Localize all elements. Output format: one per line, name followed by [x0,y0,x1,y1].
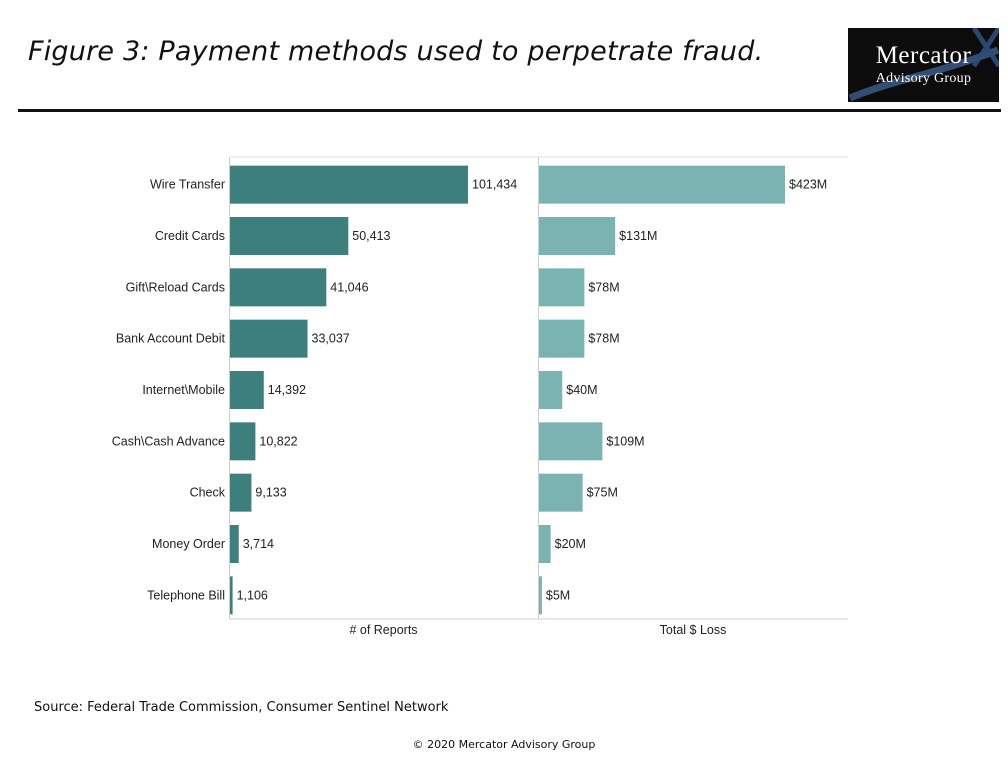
bar-total-loss-cash-cash-advance [539,422,603,461]
category-label-wire-transfer: Wire Transfer [150,178,225,192]
logo-swoosh-icon [848,28,999,102]
category-label-money-order: Money Order [152,537,225,551]
bar-of-reports-internet-mobile [230,371,264,409]
axis-label-of-reports: # of Reports [349,623,417,637]
copyright-note: © 2020 Mercator Advisory Group [412,738,596,751]
data-label-total-loss-wire-transfer: $423M [789,178,827,192]
bar-total-loss-wire-transfer [539,165,785,204]
bar-of-reports-credit-cards [230,217,349,255]
mercator-logo: Mercator Advisory Group [848,28,999,102]
category-labels: Wire Transfer Credit Cards Gift\Reload Car… [112,178,226,603]
bar-total-loss-check [539,473,583,512]
bar-total-loss-gift-reload-cards [539,268,585,307]
category-label-bank-account-debit: Bank Account Debit [116,332,226,346]
axis-label-total-loss: Total $ Loss [660,623,727,637]
bar-total-loss-internet-mobile [539,371,563,409]
data-label-total-loss-internet-mobile: $40M [566,383,597,397]
data-label-of-reports-cash-cash-advance: 10,822 [259,434,297,448]
data-label-total-loss-check: $75M [587,486,618,500]
data-label-total-loss-credit-cards: $131M [619,229,657,243]
data-label-total-loss-money-order: $20M [555,537,586,551]
bar-of-reports-wire-transfer [230,165,468,204]
data-label-of-reports-check: 9,133 [255,486,286,500]
bar-total-loss-credit-cards [539,217,616,255]
data-label-of-reports-gift-reload-cards: 41,046 [330,280,368,294]
data-label-total-loss-telephone-bill: $5M [546,588,570,602]
category-label-cash-cash-advance: Cash\Cash Advance [112,434,225,448]
payment-fraud-chart: Wire Transfer Credit Cards Gift\Reload Car… [112,156,848,637]
source-note: Source: Federal Trade Commission, Consum… [34,700,449,715]
panel-reports: 101,434 50,413 41,046 33,037 14,392 10,822 9,1… [230,165,517,637]
data-label-total-loss-cash-cash-advance: $109M [606,434,644,448]
data-label-of-reports-wire-transfer: 101,434 [472,178,517,192]
bar-of-reports-money-order [230,525,239,563]
data-label-of-reports-money-order: 3,714 [243,537,274,551]
category-label-check: Check [190,486,226,500]
page-title: Figure 3: Payment methods used to perpet… [28,36,764,67]
category-label-telephone-bill: Telephone Bill [147,588,225,602]
bar-of-reports-check [230,473,252,512]
bar-of-reports-cash-cash-advance [230,422,256,461]
data-label-of-reports-credit-cards: 50,413 [352,229,390,243]
bar-total-loss-money-order [539,525,551,563]
bar-of-reports-gift-reload-cards [230,268,327,307]
bar-of-reports-bank-account-debit [230,319,308,358]
bar-total-loss-telephone-bill [539,576,542,615]
logo-line-1: Mercator [875,42,972,69]
data-label-of-reports-telephone-bill: 1,106 [237,588,268,602]
chart-axes [229,156,848,620]
data-label-total-loss-gift-reload-cards: $78M [588,280,619,294]
bar-of-reports-telephone-bill [230,576,233,615]
category-label-internet-mobile: Internet\Mobile [142,383,225,397]
panel-loss: $423M $131M $78M $78M $40M $109M $75M $20M $5M To… [539,165,827,637]
logo-line-2: Advisory Group [875,71,972,86]
category-label-credit-cards: Credit Cards [155,229,225,243]
title-divider [18,109,1001,112]
category-label-gift-reload-cards: Gift\Reload Cards [126,280,225,294]
bar-total-loss-bank-account-debit [539,319,585,358]
data-label-of-reports-bank-account-debit: 33,037 [312,332,350,346]
data-label-of-reports-internet-mobile: 14,392 [268,383,306,397]
data-label-total-loss-bank-account-debit: $78M [588,332,619,346]
